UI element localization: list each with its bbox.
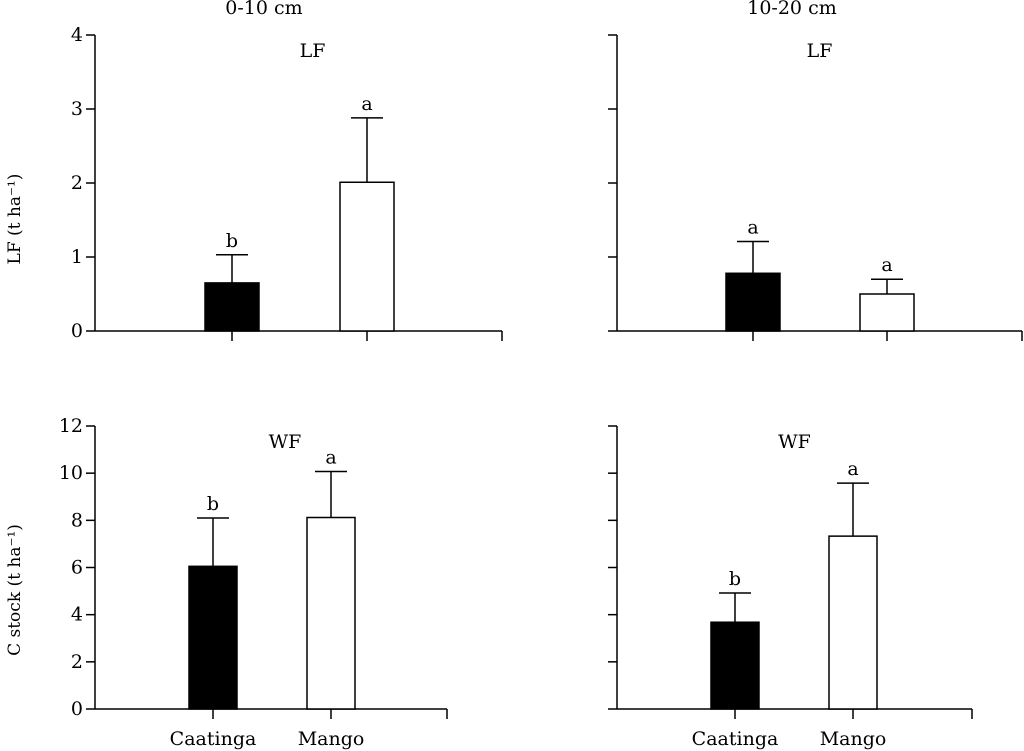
bar-mango <box>828 535 878 710</box>
y-tick-label: 4 <box>71 24 83 46</box>
panel-4: WF b Caatinga a Mango <box>608 425 973 750</box>
significance-letter-mango: a <box>847 458 858 480</box>
bar-mango <box>339 181 395 332</box>
bar-caatinga <box>188 565 238 710</box>
category-label-caatinga: Caatinga <box>692 728 779 750</box>
y-tick-label: 3 <box>71 98 83 120</box>
y-tick-label: 8 <box>71 509 83 531</box>
category-label-caatinga: Caatinga <box>170 728 257 750</box>
column-title-10-20cm: 10-20 cm <box>747 0 836 19</box>
significance-letter-caatinga: b <box>226 230 238 252</box>
significance-letter-caatinga: b <box>729 568 741 590</box>
y-tick-label: 2 <box>71 651 83 673</box>
panel-2: LF a a <box>608 34 1023 341</box>
y-tick-label: 6 <box>71 557 83 579</box>
significance-letter-caatinga: a <box>747 216 758 238</box>
significance-letter-mango: a <box>361 93 372 115</box>
bar-caatinga <box>710 621 760 710</box>
significance-letter-caatinga: b <box>207 493 219 515</box>
panel-1: 0 1 2 3 4 LF b a <box>71 24 503 342</box>
row-axis-title-c-stock: C stock (t ha⁻¹) <box>5 524 25 656</box>
column-title-0-10cm: 0-10 cm <box>225 0 302 19</box>
y-tick-label: 12 <box>59 415 83 437</box>
y-tick-label: 2 <box>71 172 83 194</box>
bar-mango <box>306 516 356 710</box>
y-tick-label: 4 <box>71 604 83 626</box>
y-tick-label: 0 <box>71 320 83 342</box>
row-axis-title-lf: LF (t ha⁻¹) <box>5 174 25 265</box>
y-tick-label: 0 <box>71 698 83 720</box>
panels: 01234LFbaLFaa024681012WFbCaatingaaMangoW… <box>59 24 1023 750</box>
panel-title: LF <box>300 40 326 62</box>
category-label-mango: Mango <box>820 728 887 750</box>
y-tick-label: 1 <box>71 246 83 268</box>
panel-title: WF <box>778 431 811 453</box>
bar-caatinga <box>725 272 781 332</box>
significance-letter-mango: a <box>325 447 336 469</box>
y-tick-label: 10 <box>59 462 83 484</box>
bar-caatinga <box>204 282 260 332</box>
category-label-mango: Mango <box>298 728 365 750</box>
bar-mango <box>859 293 915 332</box>
panel-title: LF <box>807 40 833 62</box>
panel-title: WF <box>269 431 302 453</box>
panel-3: 0 2 4 6 8 10 12 WF b Caatinga a Mango <box>59 415 448 750</box>
significance-letter-mango: a <box>881 254 892 276</box>
